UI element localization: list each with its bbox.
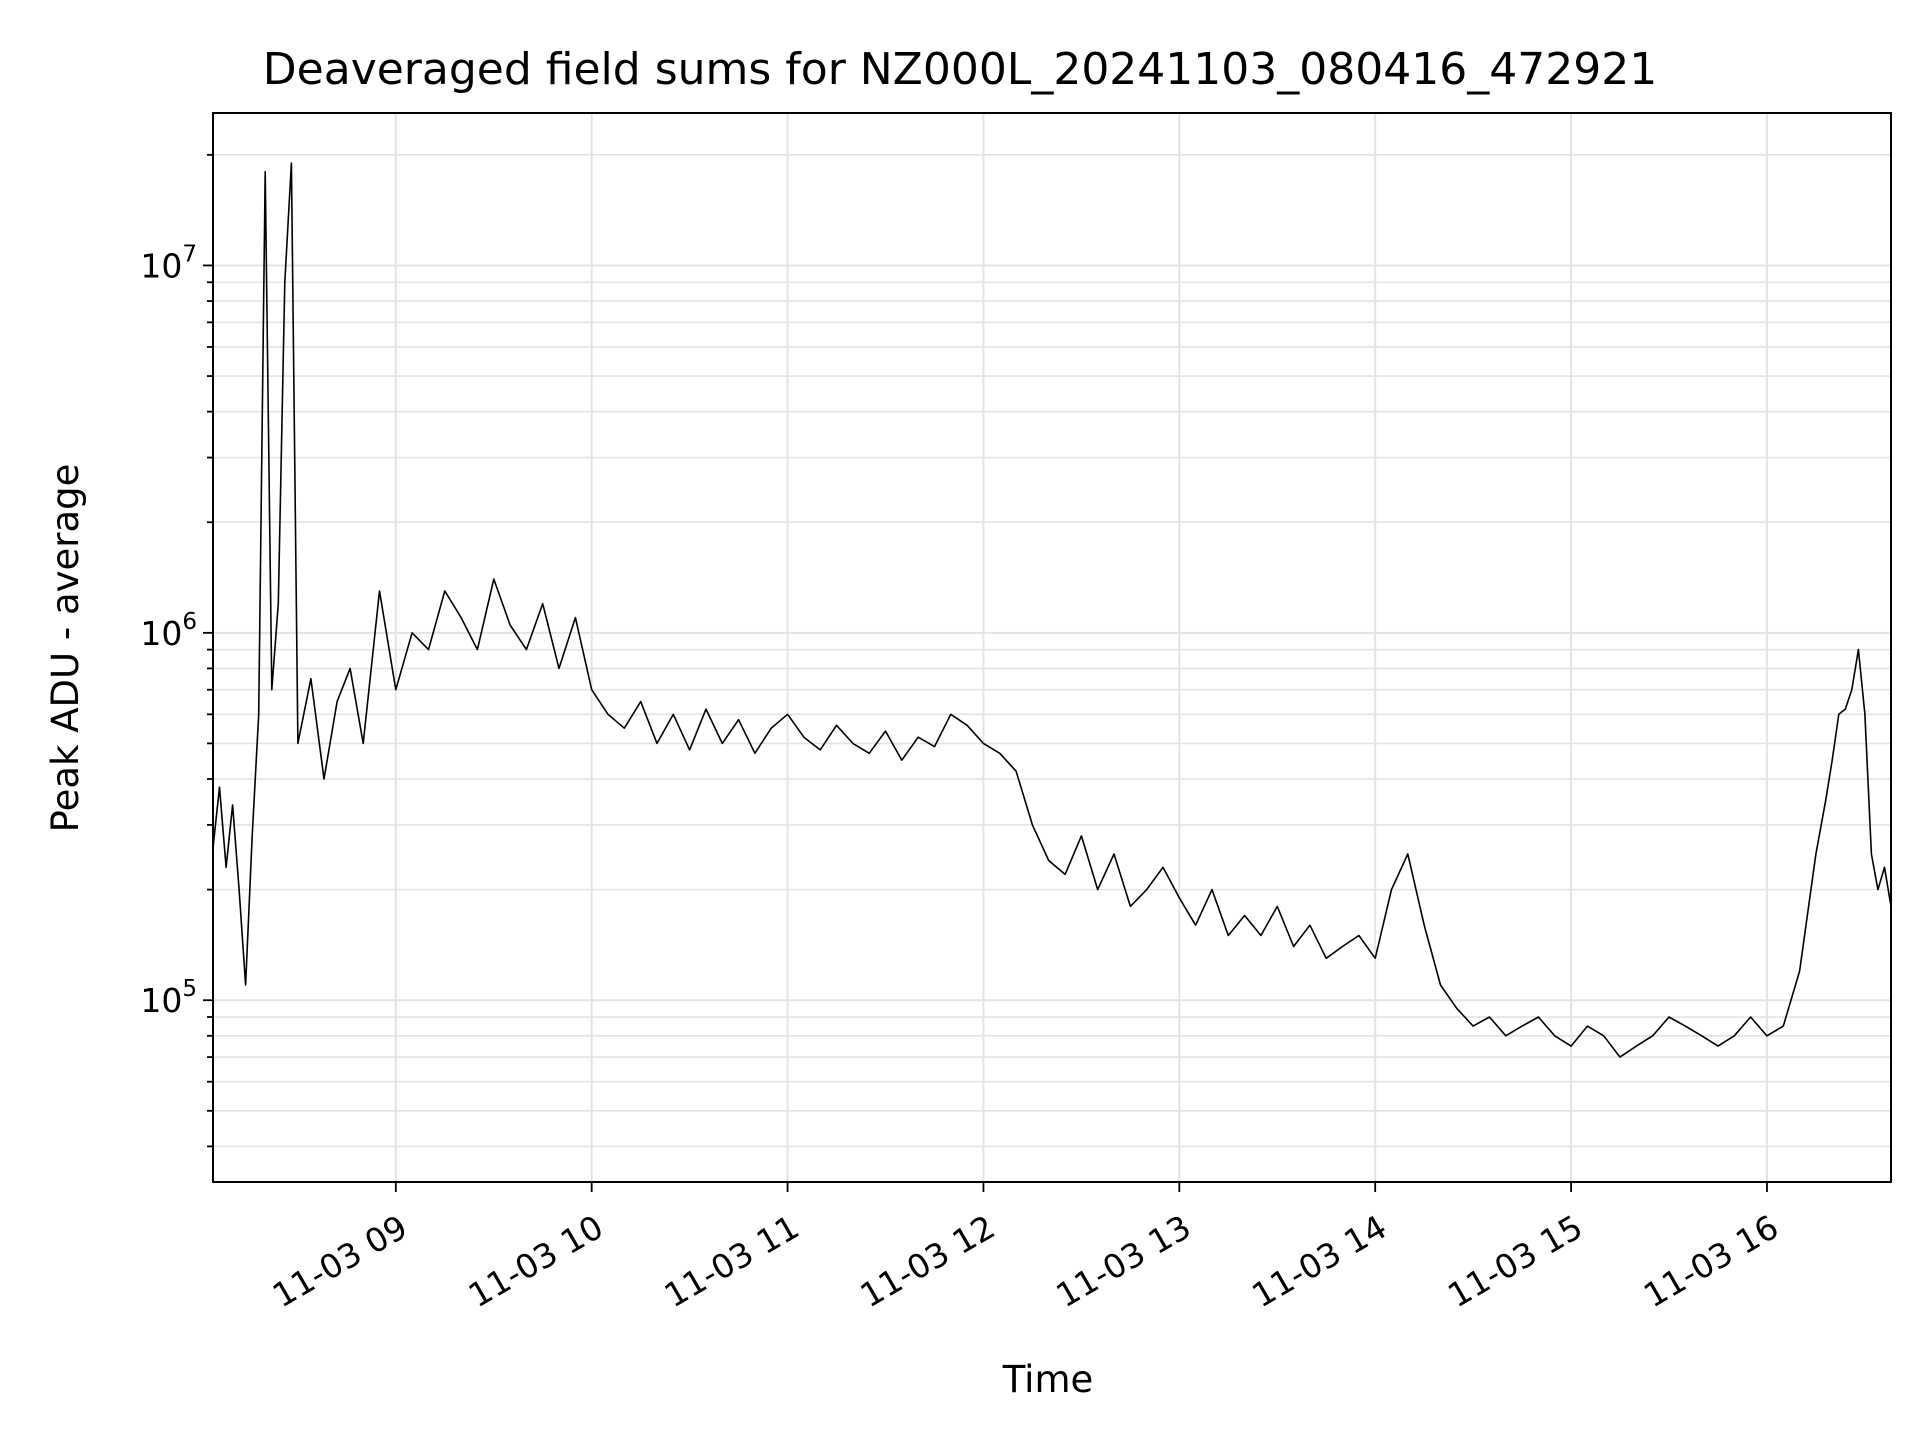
x-tick-label: 11-03 15	[1441, 1207, 1589, 1315]
grid	[213, 113, 1891, 1182]
plot-area	[212, 162, 1892, 1058]
x-tick-label: 11-03 12	[853, 1207, 1001, 1315]
x-axis-label: Time	[1002, 1358, 1094, 1401]
x-axis: 11-03 09 11-03 10 11-03 11 11-03 12 11-03 13…	[266, 1182, 1785, 1315]
series-line	[212, 162, 1892, 1058]
y-tick-label: 105	[140, 976, 197, 1020]
chart-title: Deaveraged field sums for NZ000L_2024110…	[263, 44, 1657, 95]
x-tick-label: 11-03 13	[1049, 1207, 1197, 1315]
y-tick-label: 106	[140, 609, 197, 653]
x-tick-label: 11-03 11	[658, 1207, 806, 1315]
x-tick-label: 11-03 16	[1637, 1207, 1785, 1315]
y-axis-label: Peak ADU - average	[44, 464, 87, 833]
y-tick-label: 107	[140, 241, 197, 285]
x-tick-label: 11-03 09	[266, 1207, 414, 1315]
plot-frame	[212, 112, 1892, 1183]
y-axis: 105 106 107	[140, 153, 213, 1148]
x-tick-label: 11-03 14	[1245, 1207, 1393, 1315]
x-tick-label: 11-03 10	[462, 1207, 610, 1315]
